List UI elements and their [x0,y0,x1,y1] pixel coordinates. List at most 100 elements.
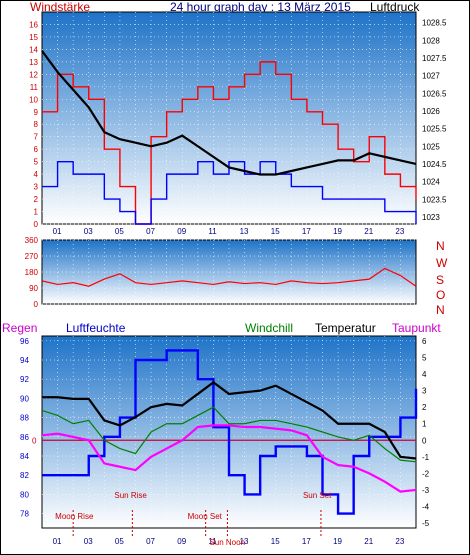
y-tick-label-right: 1026 [422,107,440,116]
y-tick-label-temperature: 3 [422,387,427,396]
y-tick-label-direction: 0 [34,300,39,309]
pressure-series [41,50,417,176]
y-tick-label-left: 6 [34,145,39,154]
y-tick-label-direction: 360 [25,236,39,245]
astro-label: Sun Rise [114,491,147,500]
humidity-label: Luftfeuchte [66,321,126,335]
y-tick-label-direction: 90 [29,284,38,293]
y-tick-label-humidity: 92 [20,375,29,384]
gust-series [42,160,417,225]
y-tick-label-temperature: 2 [422,403,427,412]
x-tick-label: 05 [115,537,124,546]
y-tick-label-right: 1027.5 [422,54,447,63]
y-tick-label-right: 1027 [422,72,440,81]
chart-title: 24 hour graph day : 13 März 2015 [170,0,351,14]
y-tick-label-temperature: 0 [422,436,427,445]
x-tick-label: 13 [240,537,249,546]
temperature-label: Temperatur [315,321,376,335]
y-tick-label-temperature: 6 [422,337,427,346]
y-tick-label-humidity: 82 [20,471,29,480]
wind-direction-series [41,267,417,287]
y-tick-label-left: 7 [34,133,39,142]
y-tick-label-left: 14 [29,45,38,54]
x-tick-label: 21 [364,537,373,546]
rain-label: Regen [2,321,38,335]
x-tick-label: 15 [271,537,280,546]
y-tick-label-right: 1023 [422,213,440,222]
temperature-series [42,380,417,460]
compass-o: O [436,288,446,302]
dewpoint-series [41,424,417,493]
x-tick-label: 15 [271,227,280,236]
y-tick-label-left: 0 [34,220,39,229]
x-tick-label: 17 [302,537,311,546]
astro-label: Sun Set [303,491,332,500]
compass-w: W [436,256,448,270]
x-tick-label: 01 [53,537,62,546]
y-tick-label-temperature: -3 [422,486,430,495]
x-tick-label: 07 [146,227,155,236]
y-tick-label-temperature: -2 [422,469,430,478]
windchill-label: Windchill [245,321,294,335]
y-tick-label-left: 5 [34,158,39,167]
compass-n-bottom: N [436,303,445,317]
y-tick-label-left: 13 [29,58,38,67]
dewpoint-label: Taupunkt [392,321,441,335]
x-tick-label: 05 [115,227,124,236]
y-tick-label-left: 1 [34,208,39,217]
astro-label: Moon Set [188,512,223,521]
y-tick-label-left: 3 [34,183,39,192]
compass-s: S [436,273,445,287]
y-tick-label-humidity: 80 [20,490,29,499]
x-tick-label: 11 [208,537,217,546]
compass-n-top: N [436,239,445,253]
x-tick-label: 13 [240,227,249,236]
y-tick-label-right: 1025.5 [422,125,447,134]
y-tick-label-left: 2 [34,195,39,204]
y-tick-label-right: 1026.5 [422,89,447,98]
y-tick-label-left: 9 [34,108,39,117]
y-tick-label-left: 4 [34,170,39,179]
y-tick-label-right: 1024 [422,178,440,187]
y-tick-label-left: 15 [29,33,38,42]
x-tick-label: 03 [84,227,93,236]
zero-line-label: 0 [32,436,37,445]
wind-speed-title: Windstärke [30,0,91,14]
x-tick-label: 23 [395,537,404,546]
humidity-series [42,349,418,515]
x-tick-label: 19 [333,537,342,546]
wind-speed-series [42,61,417,225]
y-tick-label-left: 12 [29,70,38,79]
y-tick-label-humidity: 96 [20,337,29,346]
y-tick-label-humidity: 88 [20,414,29,423]
astro-label: Sun Noon [209,538,245,547]
y-tick-label-temperature: 1 [422,420,427,429]
y-tick-label-temperature: 4 [422,370,427,379]
x-tick-label: 23 [395,227,404,236]
pressure-title: Luftdruck [370,0,420,14]
y-tick-label-right: 1025 [422,142,440,151]
y-tick-label-humidity: 78 [20,510,29,519]
y-tick-label-temperature: -4 [422,502,430,511]
astro-label: Moon Rise [55,512,94,521]
y-tick-label-direction: 180 [25,268,39,277]
y-tick-label-temperature: 5 [422,354,427,363]
x-tick-label: 21 [364,227,373,236]
x-tick-label: 03 [84,537,93,546]
y-tick-label-humidity: 94 [20,356,29,365]
windchill-series [41,406,417,463]
y-tick-label-humidity: 86 [20,433,29,442]
y-tick-label-right: 1023.5 [422,195,447,204]
y-tick-label-left: 11 [30,83,39,92]
y-tick-label-temperature: -5 [422,519,430,528]
x-tick-label: 01 [53,227,62,236]
y-tick-label-right: 1028.5 [422,19,447,28]
y-tick-label-direction: 270 [25,252,39,261]
y-tick-label-left: 10 [29,95,38,104]
y-tick-label-humidity: 84 [20,452,29,461]
x-tick-label: 19 [333,227,342,236]
x-tick-label: 11 [208,227,217,236]
y-tick-label-right: 1024.5 [422,160,447,169]
y-tick-label-humidity: 90 [20,394,29,403]
